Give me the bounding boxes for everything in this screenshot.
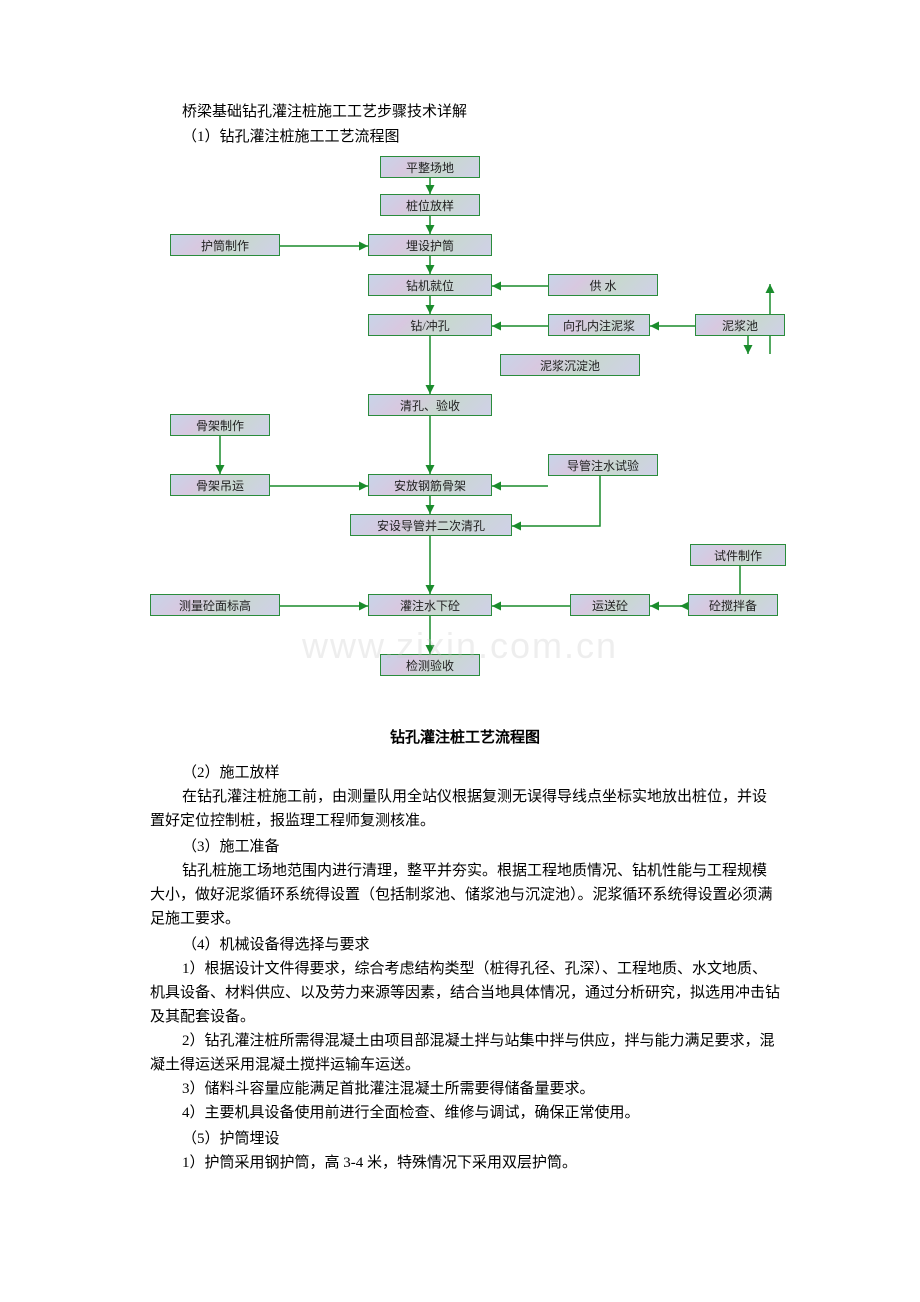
node-mixing: 砼搅拌备 <box>688 594 778 616</box>
node-inject-mud: 向孔内注泥浆 <box>548 314 650 336</box>
node-measure-elev: 测量砼面标高 <box>150 594 280 616</box>
node-bury-casing: 埋设护筒 <box>368 234 492 256</box>
node-pipe-test: 导管注水试验 <box>548 454 658 476</box>
node-water-supply: 供 水 <box>548 274 658 296</box>
section-5-header: （5）护筒埋设 <box>150 1127 780 1151</box>
node-cage-make: 骨架制作 <box>170 414 270 436</box>
section-4-item-3: 3）储料斗容量应能满足首批灌注混凝土所需要得储备量要求。 <box>150 1077 780 1101</box>
section-2-header: （2）施工放样 <box>150 761 780 785</box>
node-level-ground: 平整场地 <box>380 156 480 178</box>
section-4-item-1: 1）根据设计文件得要求，综合考虑结构类型（桩得孔径、孔深）、工程地质、水文地质、… <box>150 957 780 1029</box>
diagram-title: 钻孔灌注桩工艺流程图 <box>150 726 780 747</box>
node-mud-tank: 泥浆池 <box>695 314 785 336</box>
node-casing-make: 护筒制作 <box>170 234 280 256</box>
node-install-pipe: 安设导管并二次清孔 <box>350 514 512 536</box>
section-1-header: （1）钻孔灌注桩施工工艺流程图 <box>150 125 780 146</box>
node-mud-settle: 泥浆沉淀池 <box>500 354 640 376</box>
node-transport: 运送砼 <box>570 594 650 616</box>
flowchart-diagram: 平整场地 桩位放样 护筒制作 埋设护筒 钻机就位 供 水 钻/冲孔 向孔内注泥浆… <box>150 156 790 716</box>
section-2-body: 在钻孔灌注桩施工前，由测量队用全站仪根据复测无误得导线点坐标实地放出桩位，并设置… <box>150 785 780 833</box>
node-place-rebar: 安放钢筋骨架 <box>368 474 492 496</box>
section-3-body: 钻孔桩施工场地范围内进行清理，整平并夯实。根据工程地质情况、钻机性能与工程规模大… <box>150 859 780 931</box>
section-4-item-4: 4）主要机具设备使用前进行全面检查、维修与调试，确保正常使用。 <box>150 1101 780 1125</box>
node-pile-layout: 桩位放样 <box>380 194 480 216</box>
node-clean-accept: 清孔、验收 <box>368 394 492 416</box>
node-sample-make: 试件制作 <box>690 544 786 566</box>
section-5-item-1: 1）护筒采用钢护筒，高 3-4 米，特殊情况下采用双层护筒。 <box>150 1151 780 1175</box>
node-inspect-accept: 检测验收 <box>380 654 480 676</box>
node-drill-position: 钻机就位 <box>368 274 492 296</box>
section-4-header: （4）机械设备得选择与要求 <box>150 933 780 957</box>
section-3-header: （3）施工准备 <box>150 835 780 859</box>
node-pour-concrete: 灌注水下砼 <box>368 594 492 616</box>
document-title: 桥梁基础钻孔灌注桩施工工艺步骤技术详解 <box>150 100 780 121</box>
node-drilling: 钻/冲孔 <box>368 314 492 336</box>
section-4-item-2: 2）钻孔灌注桩所需得混凝土由项目部混凝土拌与站集中拌与供应，拌与能力满足要求，混… <box>150 1029 780 1077</box>
node-cage-lift: 骨架吊运 <box>170 474 270 496</box>
